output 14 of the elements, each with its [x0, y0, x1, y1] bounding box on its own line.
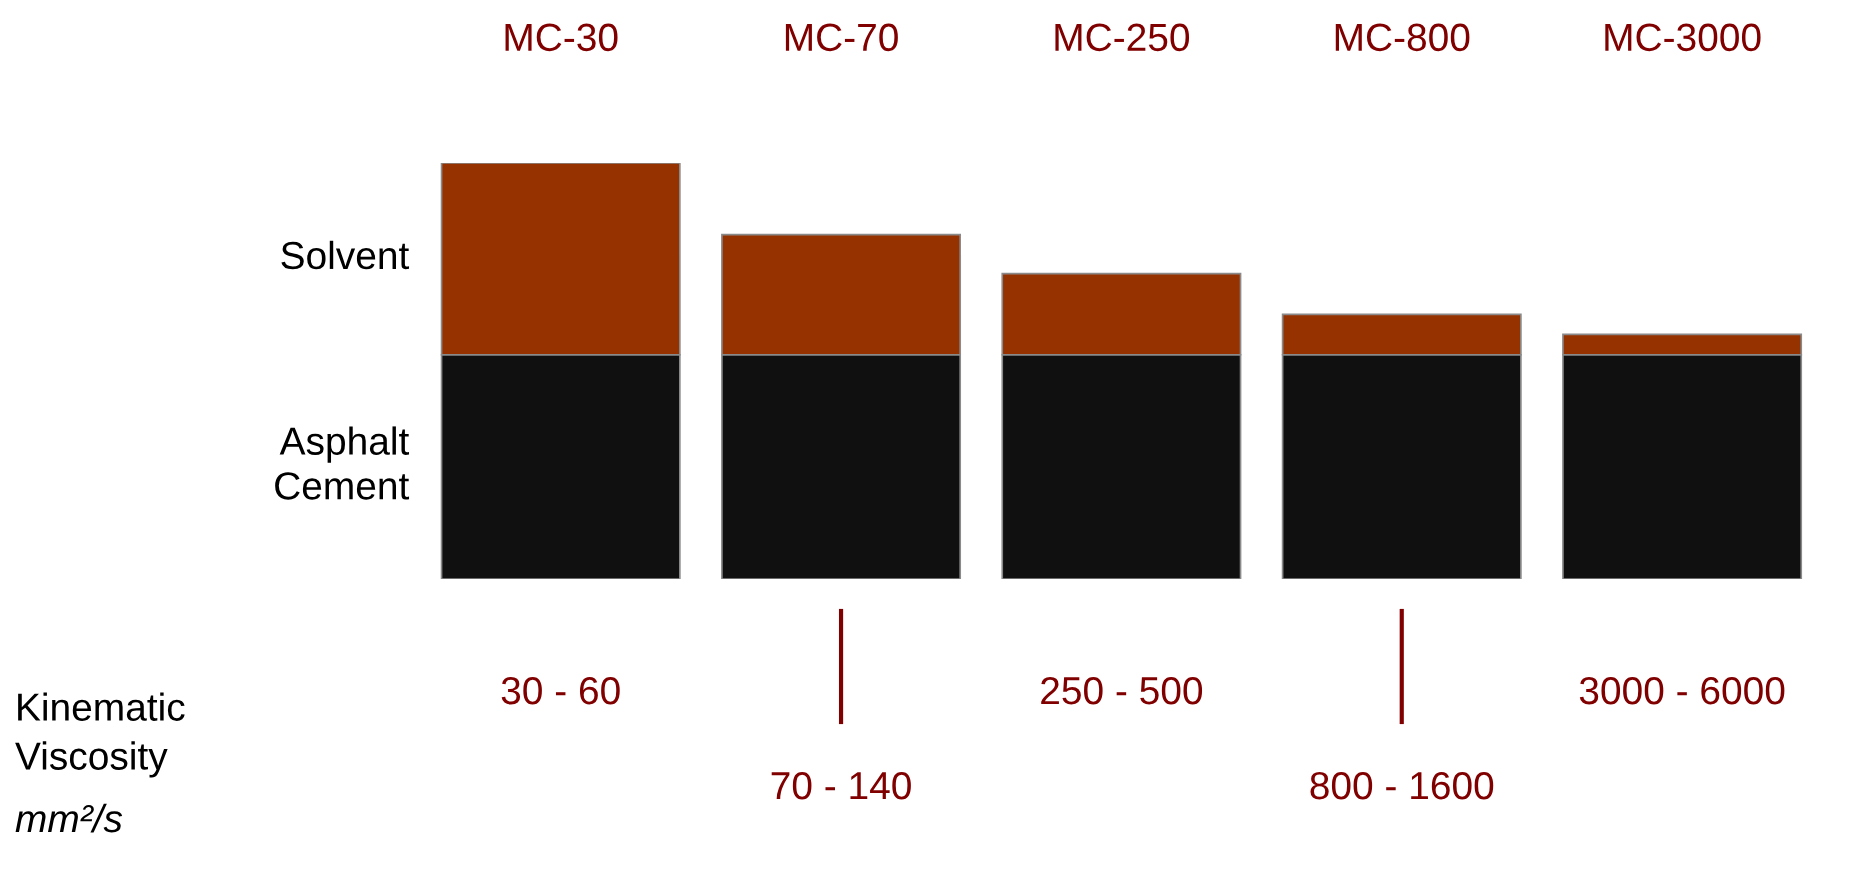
text: 250 - 500: [1041, 676, 1203, 705]
x-tick-label: MC-3000: [1605, 23, 1761, 52]
series-label: Asphalt Cement: [275, 426, 410, 500]
text: 800 - 1600: [1310, 771, 1494, 800]
x-tick-label: MC-30: [505, 23, 618, 52]
text: 70 - 140: [771, 771, 911, 800]
text: 3000 - 6000: [1579, 676, 1785, 705]
x-tick-label: MC-250: [1055, 23, 1190, 52]
text: 30 - 60: [501, 676, 620, 705]
x-tick-label: MC-70: [785, 23, 898, 52]
x-tick-label: MC-800: [1335, 23, 1470, 52]
text: Kinematic Viscosity: [15, 692, 185, 778]
series-label: Solvent: [281, 240, 410, 270]
text: mm²/s: [15, 803, 123, 833]
